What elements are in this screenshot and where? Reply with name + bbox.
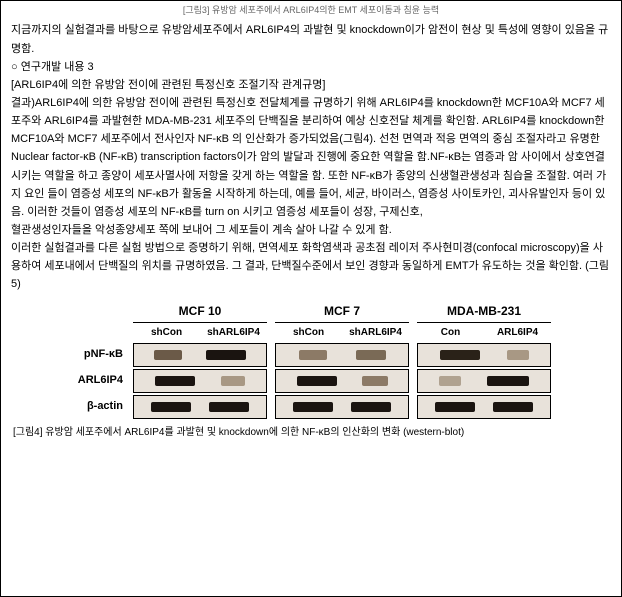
wb-sub-spacer [67, 325, 129, 341]
figure4-caption: [그림4] 유방암 세포주에서 ARL6IP4를 과발현 및 knockdown… [1, 423, 621, 443]
wb-sub-mda-con: Con [417, 325, 484, 341]
wb-band [221, 376, 245, 386]
wb-band-pair [133, 395, 267, 419]
wb-row-label: pNF-κB [67, 346, 129, 364]
body-text-block: 지금까지의 실험결과를 바탕으로 유방암세포주에서 ARL6IP4의 과발현 및… [1, 19, 621, 295]
paragraph-1: 지금까지의 실험결과를 바탕으로 유방암세포주에서 ARL6IP4의 과발현 및… [11, 21, 611, 57]
wb-bands [129, 369, 555, 393]
wb-sub-mcf10-con: shCon [133, 325, 200, 341]
wb-band [493, 402, 533, 412]
wb-row: β-actin [67, 395, 555, 419]
wb-sub-mda-oe: ARL6IP4 [484, 325, 551, 341]
paragraph-3: 혈관생성인자들을 악성종양세포 쪽에 보내어 그 세포들이 계속 살아 나갈 수… [11, 221, 611, 239]
wb-row: pNF-κB [67, 343, 555, 367]
wb-sub-mcf7-con: shCon [275, 325, 342, 341]
wb-band [507, 350, 529, 360]
wb-band [487, 376, 529, 386]
wb-band-pair [275, 395, 409, 419]
wb-band-pair [275, 343, 409, 367]
wb-band [155, 376, 195, 386]
wb-sub-pair-1: shCon shARL6IP4 [133, 325, 267, 341]
wb-label-spacer [67, 302, 129, 325]
wb-subheaders: shCon shARL6IP4 shCon shARL6IP4 Con ARL6… [67, 325, 555, 341]
paragraph-4: 이러한 실험결과를 다른 실험 방법으로 증명하기 위해, 면역세포 화학염색과… [11, 239, 611, 293]
wb-band [435, 402, 475, 412]
wb-band [209, 402, 249, 412]
wb-band [440, 350, 480, 360]
wb-band [362, 376, 388, 386]
section-3-marker: ○ 연구개발 내용 3 [11, 58, 611, 76]
wb-header-mcf10: MCF 10 [133, 302, 267, 323]
wb-band [299, 350, 327, 360]
wb-sub-mcf10-kd: shARL6IP4 [200, 325, 267, 341]
wb-band [356, 350, 386, 360]
wb-sub-pair-2: shCon shARL6IP4 [275, 325, 409, 341]
wb-band [154, 350, 182, 360]
wb-band [293, 402, 333, 412]
wb-band-pair [133, 369, 267, 393]
wb-band-pair [275, 369, 409, 393]
wb-row-label: ARL6IP4 [67, 372, 129, 390]
paragraph-2: 결과)ARL6IP4에 의한 유방암 전이에 관련된 특정신호 전달체계를 규명… [11, 94, 611, 221]
wb-band [206, 350, 246, 360]
page-frame: [그림3] 유방암 세포주에서 ARL6IP4의한 EMT 세포이동과 침윤 능… [0, 0, 622, 597]
wb-band-pair [417, 369, 551, 393]
wb-band-pair [417, 395, 551, 419]
wb-band [351, 402, 391, 412]
wb-band [439, 376, 461, 386]
wb-row: ARL6IP4 [67, 369, 555, 393]
wb-band-pair [417, 343, 551, 367]
section-3-title: [ARL6IP4에 의한 유방암 전이에 관련된 특정신호 조절기작 관계규명] [11, 76, 611, 94]
wb-sub-pair-3: Con ARL6IP4 [417, 325, 551, 341]
wb-band [151, 402, 191, 412]
wb-band [297, 376, 337, 386]
figure3-caption: [그림3] 유방암 세포주에서 ARL6IP4의한 EMT 세포이동과 침윤 능… [1, 1, 621, 19]
western-blot-figure: MCF 10 MCF 7 MDA-MB-231 shCon shARL6IP4 … [67, 302, 555, 421]
wb-bands [129, 343, 555, 367]
wb-column-headers: MCF 10 MCF 7 MDA-MB-231 [67, 302, 555, 325]
wb-band-pair [133, 343, 267, 367]
wb-row-label: β-actin [67, 398, 129, 416]
wb-header-mcf7: MCF 7 [275, 302, 409, 323]
wb-sub-mcf7-kd: shARL6IP4 [342, 325, 409, 341]
wb-rows: pNF-κB ARL6IP4 β-actin [67, 343, 555, 419]
figure4-wrap: MCF 10 MCF 7 MDA-MB-231 shCon shARL6IP4 … [1, 296, 621, 423]
wb-header-mda: MDA-MB-231 [417, 302, 551, 323]
wb-bands [129, 395, 555, 419]
